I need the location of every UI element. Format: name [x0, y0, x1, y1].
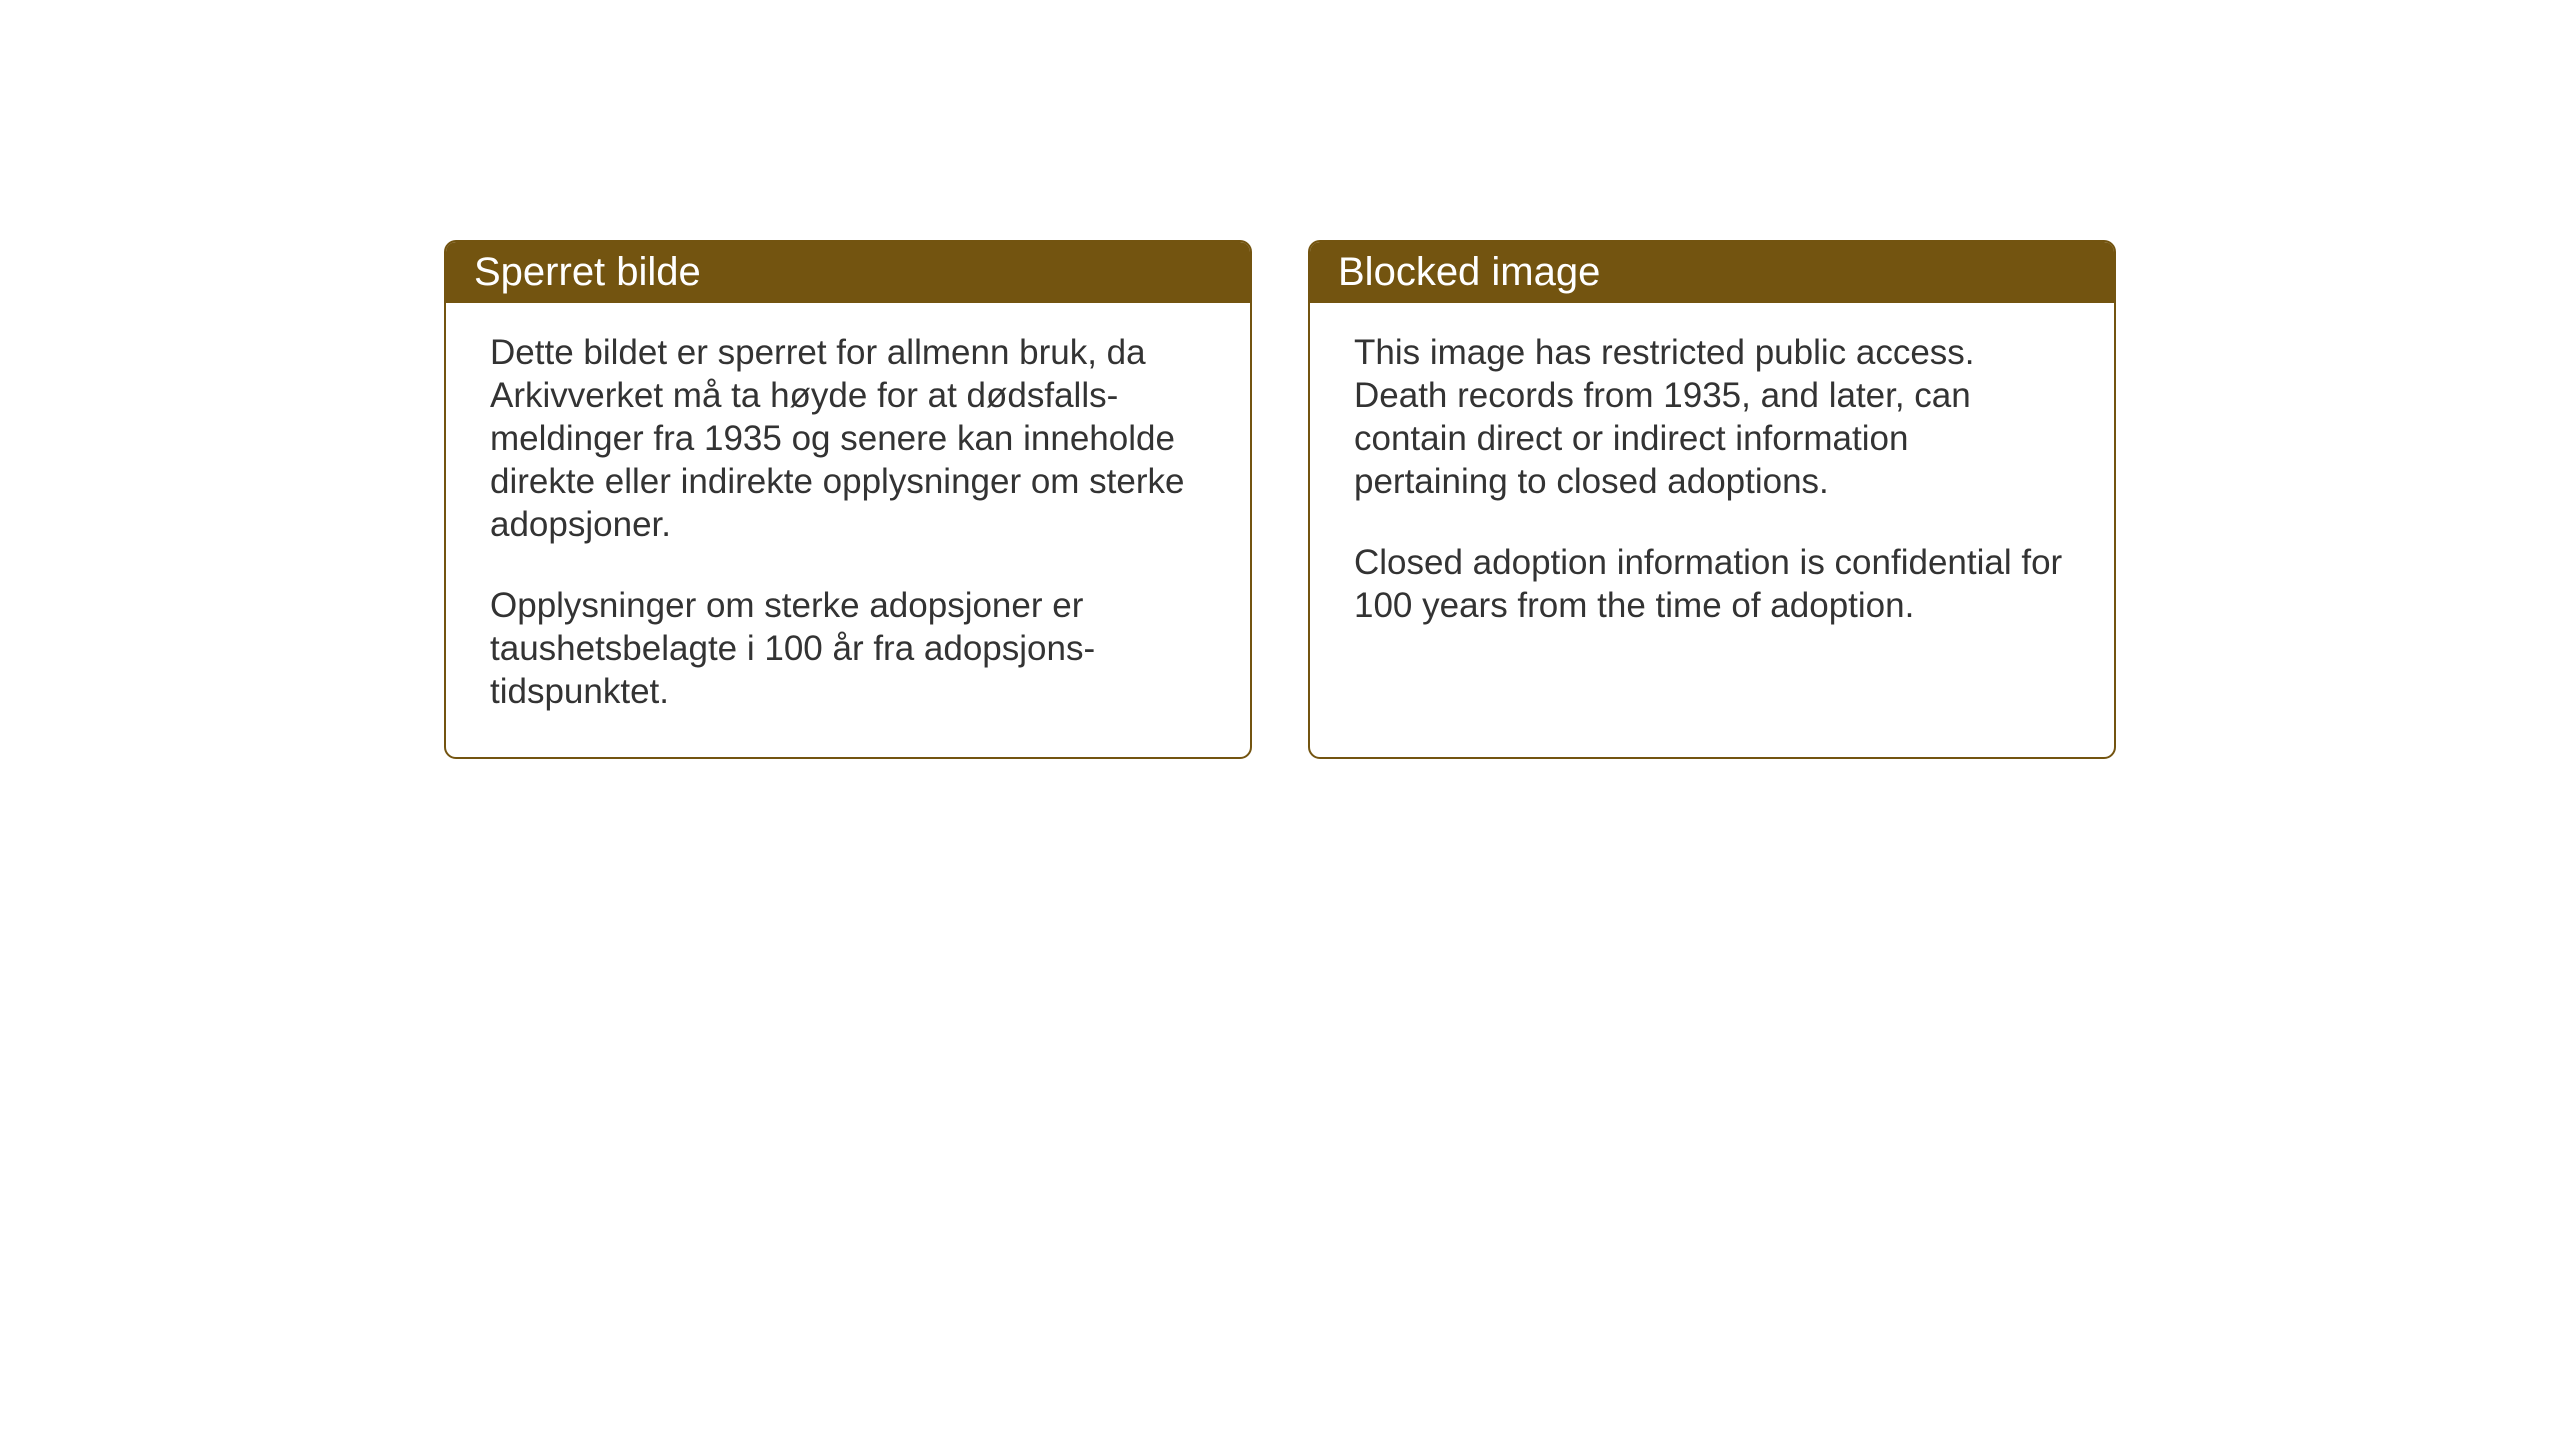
norwegian-paragraph-1: Dette bildet er sperret for allmenn bruk…: [490, 331, 1206, 546]
english-paragraph-1: This image has restricted public access.…: [1354, 331, 2070, 503]
english-card-title: Blocked image: [1310, 242, 2114, 303]
english-notice-card: Blocked image This image has restricted …: [1308, 240, 2116, 759]
norwegian-card-body: Dette bildet er sperret for allmenn bruk…: [446, 303, 1250, 757]
norwegian-notice-card: Sperret bilde Dette bildet er sperret fo…: [444, 240, 1252, 759]
english-card-body: This image has restricted public access.…: [1310, 303, 2114, 671]
english-paragraph-2: Closed adoption information is confident…: [1354, 541, 2070, 627]
norwegian-card-title: Sperret bilde: [446, 242, 1250, 303]
notice-container: Sperret bilde Dette bildet er sperret fo…: [0, 0, 2560, 759]
norwegian-paragraph-2: Opplysninger om sterke adopsjoner er tau…: [490, 584, 1206, 713]
